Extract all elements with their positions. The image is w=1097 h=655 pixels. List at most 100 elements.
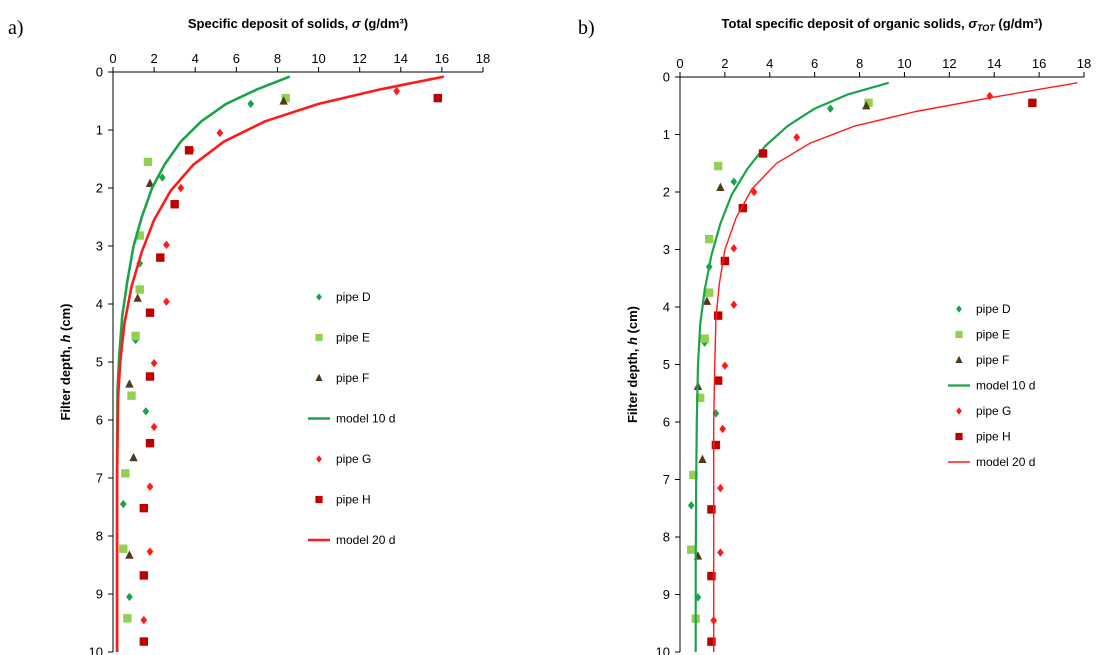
data-point xyxy=(707,571,716,581)
panel-label-b: b) xyxy=(578,17,595,39)
y-tick-label: 5 xyxy=(96,355,103,370)
y-tick-label: 9 xyxy=(663,587,670,602)
x-tick-label: 10 xyxy=(311,51,325,66)
data-point xyxy=(433,93,442,103)
series-model-20-d xyxy=(713,82,1078,652)
x-tick-label: 0 xyxy=(676,56,683,71)
legend-label: model 10 d xyxy=(976,379,1035,393)
data-point xyxy=(150,422,158,432)
data-point xyxy=(758,149,768,158)
series-pipe-h xyxy=(139,93,442,646)
data-point xyxy=(750,187,758,197)
data-point xyxy=(184,146,194,155)
legend-label: pipe H xyxy=(976,430,1011,444)
data-point xyxy=(140,615,148,625)
data-point xyxy=(131,331,140,341)
data-point xyxy=(393,86,401,96)
data-point xyxy=(707,505,716,514)
x-tick-label: 6 xyxy=(233,51,240,66)
data-point xyxy=(146,547,154,556)
legend-entry: pipe H xyxy=(955,430,1011,444)
legend-label: pipe D xyxy=(336,290,371,304)
data-point xyxy=(216,128,224,138)
data-point xyxy=(730,300,738,309)
x-tick-label: 14 xyxy=(394,51,408,66)
x-tick-label: 2 xyxy=(150,51,157,66)
y-tick-label: 4 xyxy=(663,300,670,315)
y-tick-label: 5 xyxy=(663,357,670,372)
y-tick-label: 8 xyxy=(663,530,670,545)
data-point xyxy=(713,161,723,171)
data-point xyxy=(119,544,128,553)
y-tick-label: 0 xyxy=(96,65,103,80)
x-tick-label: 8 xyxy=(274,51,281,66)
data-point xyxy=(707,637,716,646)
data-point xyxy=(864,98,873,108)
x-tick-label: 6 xyxy=(811,56,818,71)
data-point xyxy=(704,288,714,297)
legend-label: pipe G xyxy=(336,452,371,466)
x-tick-label: 18 xyxy=(1077,56,1091,71)
model-curve xyxy=(115,75,445,652)
series-model-20-d xyxy=(115,75,445,652)
data-point xyxy=(135,285,144,294)
x-axis-title: Total specific deposit of organic solids… xyxy=(722,16,1043,33)
data-point xyxy=(163,240,170,250)
data-point xyxy=(150,358,158,368)
x-tick-label: 12 xyxy=(352,51,366,66)
legend-marker xyxy=(956,407,962,415)
x-tick-label: 18 xyxy=(476,51,490,66)
legend-marker xyxy=(955,432,963,441)
x-tick-label: 2 xyxy=(721,56,728,71)
data-point xyxy=(712,409,720,418)
data-point xyxy=(177,183,185,193)
data-point xyxy=(145,439,155,448)
data-point xyxy=(247,99,255,109)
data-point xyxy=(170,200,179,209)
x-tick-label: 4 xyxy=(766,56,773,71)
data-point xyxy=(156,253,165,262)
legend-marker xyxy=(955,330,963,339)
data-point xyxy=(738,203,748,213)
model-curve xyxy=(115,75,291,652)
y-tick-label: 10 xyxy=(89,645,103,655)
legend-marker xyxy=(316,293,322,301)
data-point xyxy=(121,469,130,478)
legend-entry: pipe G xyxy=(316,452,371,466)
data-point xyxy=(163,297,170,306)
y-tick-label: 6 xyxy=(663,415,670,430)
legend-label: pipe F xyxy=(336,371,369,385)
model-curve xyxy=(694,81,890,652)
y-tick-label: 3 xyxy=(96,239,103,254)
legend-entry: pipe F xyxy=(955,353,1009,367)
data-point xyxy=(713,376,723,385)
y-tick-label: 1 xyxy=(663,127,670,142)
data-point xyxy=(143,157,153,167)
data-point xyxy=(129,452,138,462)
legend-entry: pipe G xyxy=(956,404,1011,418)
data-point xyxy=(126,592,133,602)
data-point xyxy=(702,296,712,305)
data-point xyxy=(127,391,136,400)
data-point xyxy=(119,499,127,509)
legend-entry: model 20 d xyxy=(948,455,1035,469)
data-point xyxy=(145,372,155,381)
legend-entry: pipe F xyxy=(315,371,369,385)
y-tick-label: 2 xyxy=(96,181,103,196)
legend-entry: pipe E xyxy=(955,328,1010,342)
data-point xyxy=(1028,98,1037,108)
y-tick-label: 7 xyxy=(96,471,103,486)
y-tick-label: 6 xyxy=(96,413,103,428)
legend-label: pipe G xyxy=(976,404,1011,418)
data-point xyxy=(687,501,695,510)
legend-label: pipe D xyxy=(976,302,1011,316)
data-point xyxy=(158,173,166,182)
data-point xyxy=(721,361,729,370)
data-point xyxy=(704,234,714,244)
data-point xyxy=(123,614,132,623)
data-point xyxy=(145,178,155,187)
data-point xyxy=(689,470,698,480)
data-point xyxy=(139,637,149,646)
